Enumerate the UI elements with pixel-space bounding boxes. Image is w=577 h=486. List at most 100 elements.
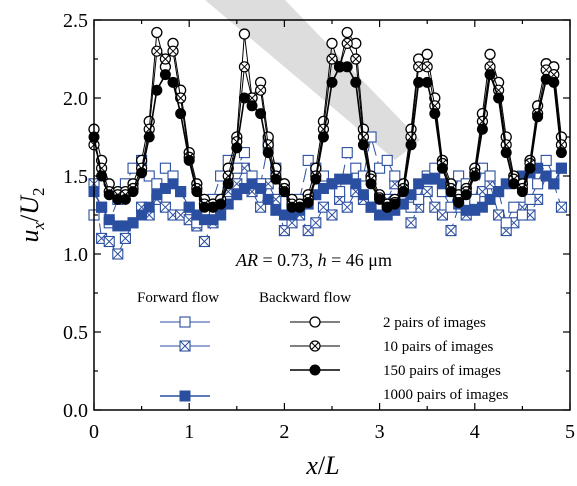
point-s2-38	[389, 198, 401, 210]
x-tick-label-1: 1	[184, 421, 194, 443]
point-s3-46	[453, 170, 465, 182]
point-s3-32	[341, 147, 353, 159]
point-s1-9	[159, 53, 171, 65]
point-s1-19	[238, 61, 251, 73]
point-s5-11	[175, 186, 187, 198]
point-s2-48	[469, 170, 481, 182]
point-s2-24	[278, 186, 290, 198]
point-s3-56	[532, 178, 544, 190]
legend-marker-backward-1	[309, 340, 321, 352]
point-s2-5	[127, 186, 139, 198]
point-s2-19	[238, 92, 250, 104]
legend-label-150-pairs: 150 pairs of images	[383, 363, 501, 379]
point-s2-27	[302, 197, 314, 209]
x-tick-labels: 0 1 2 3 4 5	[89, 421, 575, 443]
point-s3-37	[381, 154, 393, 166]
x-tick-label-3: 3	[375, 421, 385, 443]
series-2	[88, 61, 567, 213]
point-s2-49	[476, 123, 488, 135]
point-s1-32	[341, 37, 353, 50]
point-s2-54	[516, 186, 528, 198]
point-s2-35	[365, 178, 377, 190]
point-s2-6	[136, 167, 148, 179]
point-s4-45	[445, 225, 457, 237]
point-s2-13	[191, 186, 203, 198]
legend: Forward flow Backward flow 2 pairs of im…	[137, 290, 509, 403]
legend-marker-forward-3	[179, 390, 191, 402]
point-s1-33	[350, 53, 362, 65]
point-s0-32	[341, 26, 353, 39]
point-s4-30	[326, 209, 338, 221]
point-s1-52	[500, 139, 512, 151]
point-s2-51	[493, 92, 505, 104]
point-s0-30	[326, 37, 338, 50]
x-axis-title: x/L	[305, 451, 339, 480]
point-s0-50	[484, 48, 496, 60]
point-s0-42	[421, 48, 433, 60]
x-tick-label-4: 4	[470, 421, 480, 443]
y-tick-label-5: 2.5	[63, 10, 88, 32]
point-s3-50	[484, 170, 496, 182]
point-s2-29	[317, 131, 329, 143]
point-s2-45	[445, 186, 457, 198]
point-s5-49	[476, 201, 488, 213]
point-s1-30	[326, 53, 338, 65]
point-s1-21	[255, 84, 267, 96]
ticks-layer	[93, 19, 571, 411]
point-s1-10	[167, 45, 179, 57]
point-s2-40	[405, 139, 417, 151]
legend-label-10-pairs: 10 pairs of images	[383, 339, 494, 355]
y-tick-label-2: 1.0	[63, 244, 88, 266]
point-s1-8	[151, 45, 163, 57]
point-s5-16	[215, 209, 227, 221]
point-s2-9	[159, 69, 171, 81]
legend-swatch-backward-1	[290, 340, 340, 352]
point-s2-58	[548, 76, 560, 88]
point-s2-23	[270, 173, 282, 185]
legend-marker-backward-0	[309, 316, 321, 328]
point-s2-10	[167, 76, 179, 88]
point-s2-47	[460, 189, 472, 201]
point-s2-52	[500, 147, 512, 159]
point-s2-50	[484, 69, 496, 81]
point-s2-36	[374, 193, 386, 205]
point-s2-11	[175, 108, 187, 120]
point-s2-21	[255, 108, 267, 120]
point-s0-19	[238, 28, 251, 40]
annotation-ar-h: AR = 0.73, h = 46 μm	[235, 250, 392, 270]
point-s2-56	[532, 111, 544, 123]
point-s5-7	[143, 201, 155, 213]
series-layer	[88, 26, 568, 260]
legend-swatch-forward-1	[160, 340, 210, 352]
y-tick-label-4: 2.0	[63, 88, 88, 110]
point-s4-14	[198, 235, 210, 248]
legend-swatches	[160, 316, 340, 402]
point-s2-33	[350, 76, 362, 88]
point-s5-12	[183, 201, 195, 213]
point-s3-55	[524, 193, 536, 205]
point-s3-27	[302, 154, 314, 166]
point-s4-32	[341, 201, 353, 213]
point-s4-4	[119, 232, 131, 244]
point-s4-2	[103, 235, 115, 248]
point-s5-50	[484, 193, 496, 205]
x-tick-label-2: 2	[279, 421, 289, 443]
point-s2-43	[429, 108, 441, 120]
point-s3-31	[334, 186, 346, 198]
point-s2-18	[231, 142, 243, 154]
point-s2-55	[524, 162, 536, 174]
point-s4-40	[405, 217, 417, 229]
point-s5-6	[136, 209, 148, 221]
point-s1-42	[421, 61, 433, 73]
legend-swatch-backward-0	[290, 316, 340, 328]
legend-label-1000-pairs: 1000 pairs of images	[383, 387, 509, 403]
point-s4-28	[310, 217, 322, 229]
legend-swatch-backward-2	[290, 364, 340, 376]
point-s2-42	[421, 76, 433, 88]
point-s2-34	[357, 139, 369, 151]
point-s5-21	[255, 182, 267, 194]
point-s2-22	[262, 147, 274, 159]
point-s5-57	[540, 170, 552, 182]
y-tick-label-0: 0.0	[63, 400, 88, 422]
point-s5-59	[555, 162, 567, 174]
